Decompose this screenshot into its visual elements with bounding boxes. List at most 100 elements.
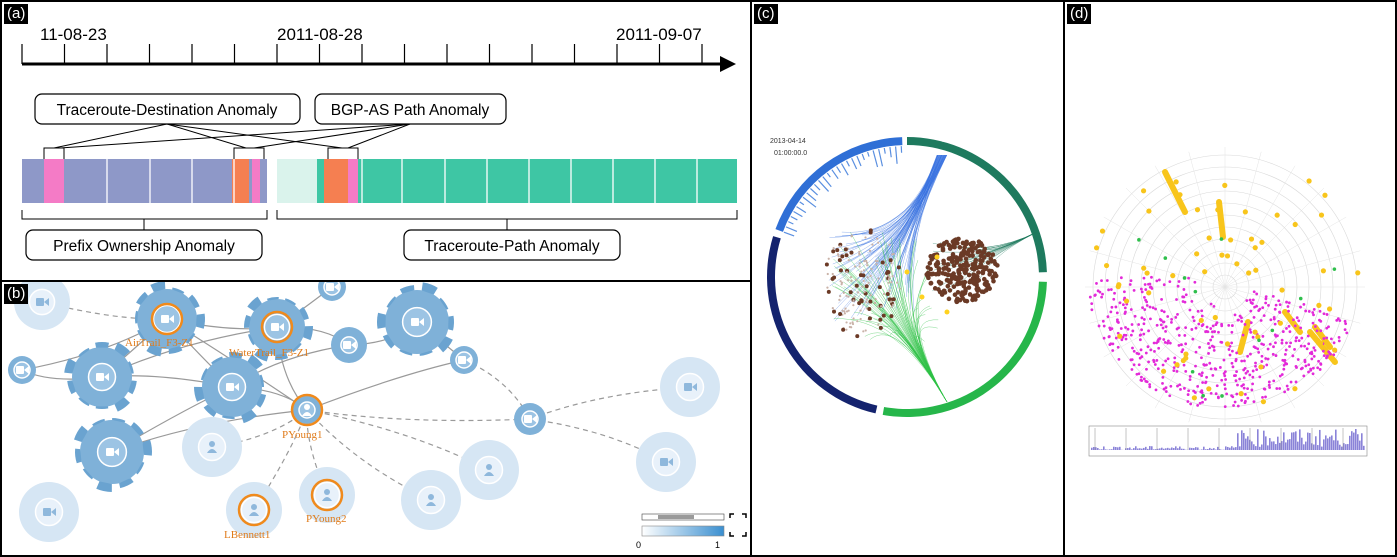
magenta-point (1176, 284, 1180, 288)
magenta-point (1200, 371, 1204, 375)
magenta-point (1142, 318, 1146, 321)
node-dot (964, 239, 969, 245)
timeline-histogram (1088, 425, 1368, 457)
node-dot (956, 268, 961, 273)
node-dot (979, 243, 985, 248)
magenta-point (1140, 375, 1143, 379)
histogram-bar (1197, 447, 1199, 450)
video-camera-icon (271, 323, 284, 331)
node-dot (978, 253, 984, 259)
magenta-point (1240, 316, 1243, 320)
magenta-point (1253, 305, 1256, 309)
date-label-3: 2011-09-07 (616, 25, 702, 44)
node-dot (859, 299, 864, 304)
node-segment (247, 354, 263, 370)
ring-histogram-bar (845, 160, 850, 167)
node-dot (970, 253, 975, 259)
magenta-point (1164, 325, 1168, 329)
histogram-bar (1217, 446, 1219, 450)
node-segment (229, 352, 243, 359)
magenta-point (1295, 366, 1298, 369)
node-dot (962, 290, 968, 296)
polar-scatter (1085, 147, 1368, 457)
magenta-point (1157, 346, 1161, 350)
yellow-point (1279, 287, 1285, 293)
magenta-point (1309, 367, 1313, 371)
yellow-point (1115, 284, 1121, 290)
node-dot (842, 291, 845, 294)
node-dot (826, 272, 829, 276)
node-dot (868, 299, 873, 304)
yellow-point (1238, 391, 1244, 397)
magenta-point (1274, 354, 1278, 357)
magenta-point (1123, 306, 1127, 310)
magenta-point (1287, 324, 1291, 328)
ring-histogram-bar (813, 183, 821, 191)
magenta-point (1288, 345, 1291, 348)
magenta-point (1243, 323, 1247, 326)
magenta-point (1184, 326, 1188, 330)
edge-green (833, 265, 948, 403)
yellow-point (1320, 268, 1326, 274)
node-dot (867, 281, 870, 284)
magenta-point (1143, 308, 1147, 312)
magenta-point (1105, 279, 1109, 282)
histogram-bar (1271, 441, 1273, 450)
histogram-bar (1327, 438, 1329, 450)
node-dot (888, 258, 893, 263)
magenta-point (1254, 346, 1257, 350)
histogram-bar (1111, 449, 1113, 450)
histogram-bar (1243, 432, 1245, 450)
node-dot (973, 245, 978, 251)
magenta-point (1282, 363, 1286, 367)
node-dot (884, 263, 888, 266)
node-dot (835, 248, 840, 253)
green-point (1270, 328, 1275, 333)
node-dot (992, 271, 998, 277)
magenta-point (1207, 352, 1210, 355)
magenta-point (1345, 331, 1349, 335)
node-segment (78, 397, 90, 407)
color-legend: 0 1 (636, 513, 747, 550)
magenta-point (1158, 337, 1162, 340)
node-dot (957, 263, 963, 268)
magenta-point (1124, 326, 1127, 329)
magenta-point (1242, 386, 1246, 390)
magenta-point (1236, 404, 1240, 408)
magenta-point (1198, 401, 1202, 405)
video-camera-icon (36, 298, 49, 306)
fullscreen-icon[interactable] (729, 513, 747, 537)
edge-blue (881, 154, 941, 263)
node-dot (925, 265, 931, 270)
camera-node (377, 282, 454, 356)
yellow-point (1355, 270, 1361, 276)
magenta-point (1319, 362, 1323, 366)
magenta-point (1120, 338, 1124, 342)
node-dot (995, 263, 1000, 268)
histogram-bar (1207, 449, 1209, 450)
magenta-point (1129, 279, 1133, 283)
yellow-point (1194, 251, 1200, 257)
node-dot (891, 297, 896, 302)
video-camera-icon (684, 383, 697, 391)
magenta-point (1249, 352, 1252, 356)
panel-b-tag: (b) (4, 284, 29, 304)
histogram-bar (1205, 449, 1207, 450)
node-dot (977, 264, 982, 270)
yellow-point (1292, 221, 1298, 228)
node-segment (284, 298, 297, 306)
magenta-point (1113, 291, 1116, 295)
node-segment (119, 477, 134, 489)
video-camera-icon (106, 448, 119, 456)
histogram-bar (1317, 445, 1319, 450)
magenta-point (1115, 318, 1119, 322)
magenta-point (1180, 343, 1183, 347)
yellow-point (1332, 347, 1338, 353)
magenta-point (1183, 386, 1186, 390)
node-dot (938, 243, 943, 248)
node-dot (837, 258, 842, 263)
histogram-bar (1321, 446, 1323, 450)
node-dot (873, 301, 877, 305)
histogram-bar (1251, 441, 1253, 450)
node-dot (934, 263, 939, 269)
